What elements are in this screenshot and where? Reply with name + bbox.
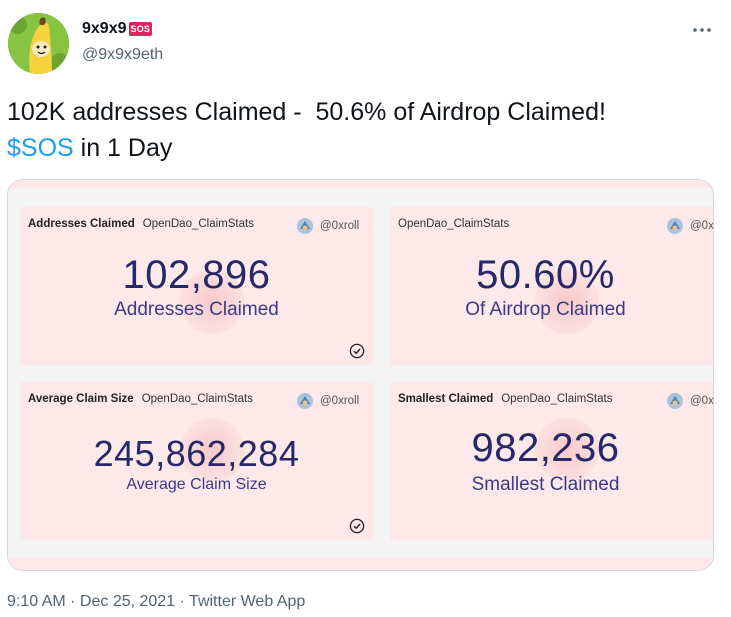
tweet-text-line-1: 102K addresses Claimed - 50.6% of Airdro… bbox=[7, 98, 606, 126]
bottom-strip bbox=[8, 558, 713, 570]
card-glow bbox=[180, 418, 244, 482]
tweet-time[interactable]: 9:10 AM bbox=[7, 593, 66, 610]
author-handle[interactable]: @9x9x9eth bbox=[82, 46, 164, 63]
more-options-button[interactable] bbox=[688, 20, 716, 40]
user-avatar-icon bbox=[667, 218, 683, 234]
tweet-meta: 9:10 AM · Dec 25, 2021 · Twitter Web App bbox=[7, 593, 305, 611]
user-avatar-icon bbox=[667, 393, 683, 409]
card-glow bbox=[180, 270, 244, 334]
card-user: @0xroll bbox=[296, 392, 359, 410]
card-title: OpenDao_ClaimStats bbox=[398, 218, 510, 230]
meta-separator: · bbox=[65, 593, 80, 610]
card-title: Smallest Claimed OpenDao_ClaimStats bbox=[398, 393, 613, 405]
user-avatar-icon bbox=[297, 393, 313, 409]
card-user: @0xroll bbox=[296, 217, 359, 235]
stat-label: Of Airdrop Claimed bbox=[465, 299, 626, 320]
card-user: @0x bbox=[666, 217, 713, 235]
check-circle-icon bbox=[349, 343, 365, 359]
tweet-media-image[interactable]: Addresses Claimed OpenDao_ClaimStats @0xr… bbox=[7, 179, 714, 571]
tweet-source-app[interactable]: Twitter Web App bbox=[189, 593, 306, 610]
stat-card-smallest-claimed: Smallest Claimed OpenDao_ClaimStats @0x 9… bbox=[390, 382, 713, 540]
stat-value: 245,862,284 bbox=[93, 433, 300, 474]
card-glow bbox=[535, 418, 599, 482]
top-strip bbox=[8, 180, 713, 188]
card-glow bbox=[535, 270, 599, 334]
tweet-text: 102K addresses Claimed - 50.6% of Airdro… bbox=[7, 94, 722, 166]
tweet-text-line-2: $SOS in 1 Day bbox=[7, 130, 722, 166]
author-name-row[interactable]: 9x9x9 SOS bbox=[82, 20, 153, 38]
sos-badge: SOS bbox=[128, 22, 153, 36]
card-title: Addresses Claimed OpenDao_ClaimStats bbox=[28, 218, 254, 230]
more-horizontal-icon bbox=[693, 28, 711, 32]
stat-value: 982,236 bbox=[471, 426, 620, 470]
card-user: @0x bbox=[666, 392, 713, 410]
meta-separator: · bbox=[175, 593, 190, 610]
stat-label: Smallest Claimed bbox=[471, 474, 620, 495]
stat-value: 50.60% bbox=[476, 253, 615, 297]
dashboard-screenshot: Addresses Claimed OpenDao_ClaimStats @0xr… bbox=[8, 180, 713, 570]
tweet-date[interactable]: Dec 25, 2021 bbox=[79, 593, 176, 610]
user-avatar-icon bbox=[297, 218, 313, 234]
stat-label: Addresses Claimed bbox=[114, 299, 279, 320]
stat-value: 102,896 bbox=[122, 253, 271, 297]
card-title: Average Claim Size OpenDao_ClaimStats bbox=[28, 393, 253, 405]
cashtag-link[interactable]: $SOS bbox=[7, 134, 74, 162]
stat-label: Average Claim Size bbox=[126, 476, 267, 493]
author-display-name[interactable]: 9x9x9 bbox=[82, 20, 127, 37]
stat-card-airdrop-claimed: OpenDao_ClaimStats @0x 50.60% Of Airdrop… bbox=[390, 207, 713, 365]
check-circle-icon bbox=[349, 518, 365, 534]
stat-card-average-claim-size: Average Claim Size OpenDao_ClaimStats @0x… bbox=[20, 382, 373, 540]
banana-character-avatar-icon bbox=[8, 13, 69, 74]
stat-card-addresses-claimed: Addresses Claimed OpenDao_ClaimStats @0xr… bbox=[20, 207, 373, 365]
tweet-text-line-2-rest: in 1 Day bbox=[73, 134, 173, 162]
author-avatar[interactable] bbox=[8, 13, 69, 74]
